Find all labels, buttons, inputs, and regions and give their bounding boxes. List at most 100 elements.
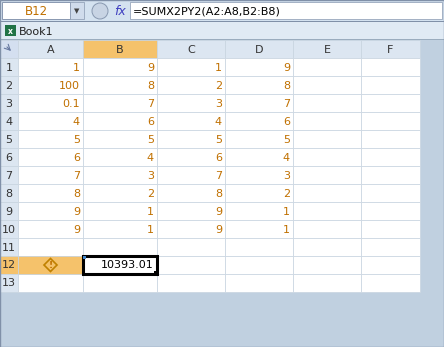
Bar — [83, 94, 157, 112]
Bar — [225, 76, 293, 94]
Text: 4: 4 — [215, 117, 222, 127]
Bar — [18, 220, 83, 238]
Text: 7: 7 — [283, 99, 290, 109]
Bar — [225, 94, 293, 112]
Bar — [361, 184, 420, 202]
Bar — [225, 256, 293, 274]
Bar — [0, 274, 18, 292]
Text: 1: 1 — [283, 206, 290, 217]
Text: 8: 8 — [73, 188, 80, 198]
Bar — [0, 148, 18, 166]
Text: 8: 8 — [215, 188, 222, 198]
Bar — [225, 40, 293, 58]
Bar — [157, 130, 225, 148]
Bar — [225, 166, 293, 184]
Bar — [83, 256, 157, 274]
Text: 11: 11 — [2, 243, 16, 253]
Bar — [225, 238, 293, 256]
Text: ▼: ▼ — [74, 8, 79, 15]
Bar — [0, 130, 18, 148]
Bar — [0, 184, 18, 202]
Bar — [157, 112, 225, 130]
Bar — [361, 220, 420, 238]
Text: D: D — [255, 44, 263, 54]
Text: 7: 7 — [5, 170, 12, 180]
Bar — [225, 148, 293, 166]
Bar — [83, 274, 157, 292]
Bar — [83, 184, 157, 202]
Bar — [361, 58, 420, 76]
Text: 4: 4 — [73, 117, 80, 127]
Bar — [2, 2, 70, 19]
Bar — [157, 76, 225, 94]
Bar — [83, 220, 157, 238]
Bar — [18, 112, 83, 130]
Bar — [83, 40, 157, 58]
Bar — [293, 58, 361, 76]
Text: 10393.01: 10393.01 — [101, 261, 154, 271]
Bar — [18, 40, 83, 58]
Bar — [0, 202, 18, 220]
Text: 9: 9 — [283, 62, 290, 73]
Text: B: B — [116, 44, 124, 54]
Bar — [225, 274, 293, 292]
Bar — [361, 148, 420, 166]
Text: 1: 1 — [73, 62, 80, 73]
Bar — [293, 76, 361, 94]
Bar — [0, 112, 18, 130]
Bar — [361, 202, 420, 220]
Bar — [0, 94, 18, 112]
Text: 100: 100 — [59, 81, 80, 91]
Bar — [225, 58, 293, 76]
Bar — [361, 130, 420, 148]
Bar — [293, 220, 361, 238]
Bar — [70, 2, 84, 19]
Bar — [293, 94, 361, 112]
Bar — [157, 184, 225, 202]
Text: A: A — [47, 44, 54, 54]
Text: B12: B12 — [24, 5, 48, 18]
Bar — [0, 76, 18, 94]
Text: F: F — [387, 44, 394, 54]
Text: 8: 8 — [5, 188, 12, 198]
Text: 2: 2 — [215, 81, 222, 91]
Text: 1: 1 — [147, 206, 154, 217]
Bar — [83, 256, 157, 274]
Bar — [0, 22, 444, 40]
Bar — [0, 0, 444, 22]
Text: 4: 4 — [5, 117, 12, 127]
Bar — [157, 148, 225, 166]
Bar — [361, 166, 420, 184]
Text: 8: 8 — [283, 81, 290, 91]
Bar — [293, 148, 361, 166]
Text: 1: 1 — [5, 62, 12, 73]
Text: 5: 5 — [215, 135, 222, 144]
Bar — [293, 202, 361, 220]
Text: 2: 2 — [5, 81, 12, 91]
Bar — [5, 25, 16, 36]
Bar — [157, 238, 225, 256]
Bar — [0, 220, 18, 238]
Text: x: x — [8, 26, 13, 35]
Text: 7: 7 — [147, 99, 154, 109]
Text: 7: 7 — [215, 170, 222, 180]
Bar — [293, 130, 361, 148]
Bar — [361, 238, 420, 256]
Text: 13: 13 — [2, 279, 16, 288]
Bar — [157, 274, 225, 292]
Text: 9: 9 — [5, 206, 12, 217]
Bar — [18, 256, 83, 274]
Bar — [83, 256, 86, 259]
Bar — [18, 148, 83, 166]
Text: 1: 1 — [215, 62, 222, 73]
Text: 6: 6 — [5, 152, 12, 162]
Bar — [18, 76, 83, 94]
Bar — [83, 202, 157, 220]
Text: 4: 4 — [283, 152, 290, 162]
Text: 3: 3 — [147, 170, 154, 180]
Text: 6: 6 — [283, 117, 290, 127]
Bar — [83, 112, 157, 130]
Text: 10: 10 — [2, 225, 16, 235]
Bar — [361, 112, 420, 130]
Text: E: E — [324, 44, 330, 54]
